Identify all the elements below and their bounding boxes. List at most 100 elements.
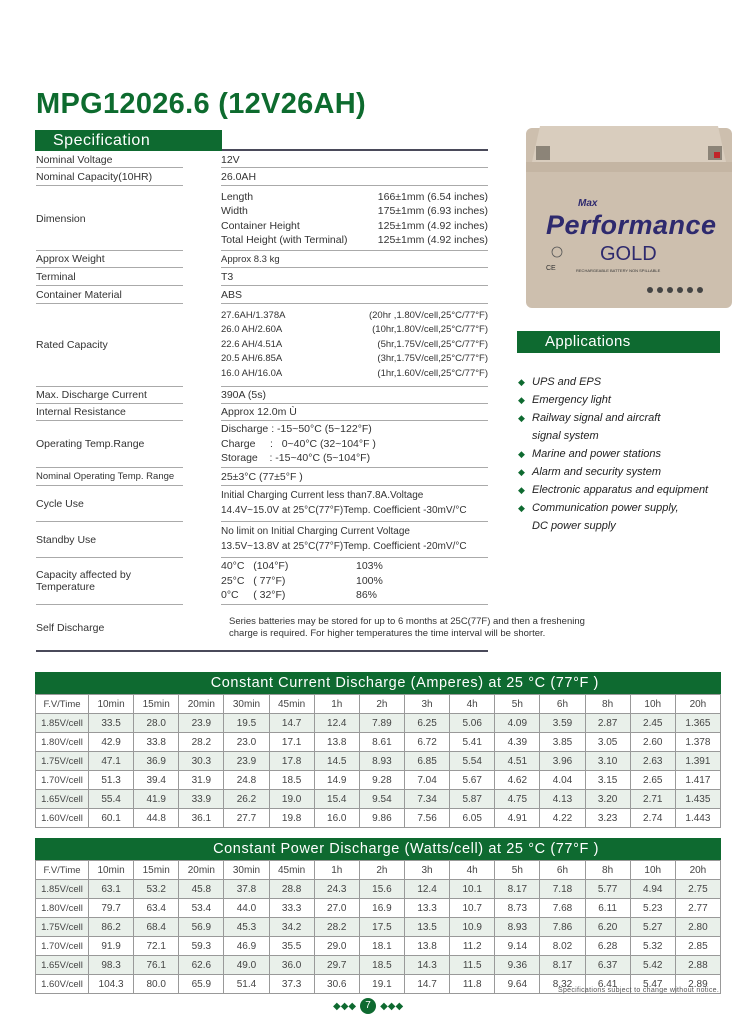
table-cell: 18.1	[358, 936, 405, 956]
table-cell: 16.0	[313, 808, 360, 828]
table-cell: 24.3	[313, 879, 360, 899]
table-cell: 9.28	[358, 770, 405, 790]
table-cell: 29.7	[313, 955, 360, 975]
application-text: DC power supply	[532, 520, 616, 532]
table-cell: 8.73	[494, 898, 541, 918]
page-title: MPG12026.6 (12V26AH)	[36, 88, 366, 120]
table-cell: 104.3	[87, 974, 135, 994]
table-cell: 1.417	[674, 770, 722, 790]
table-row: 1.75V/cell 86.2 68.4 56.9 45.3 34.2 28.2 17.5 13…	[35, 917, 722, 937]
table-cell: 28.2	[313, 917, 360, 937]
table-cell: 6.11	[584, 898, 631, 918]
table-cell: 98.3	[87, 955, 135, 975]
table-cell: 51.4	[223, 974, 270, 994]
table-cell: 7.68	[539, 898, 586, 918]
table-cell: 23.9	[223, 751, 270, 771]
application-item: ◆ UPS and EPS	[518, 373, 708, 391]
spec-label: Dimension	[36, 187, 183, 251]
table-cell: 2.88	[674, 955, 722, 975]
column-header: 10min	[87, 860, 135, 880]
spec-value: Series batteries may be stored for up to…	[229, 605, 623, 650]
table-cell: 17.1	[268, 732, 315, 752]
table-cell: 6.85	[403, 751, 451, 771]
table-cell: 13.5	[403, 917, 451, 937]
table-cell: 2.89	[674, 974, 722, 994]
table-cell: 36.0	[268, 955, 315, 975]
table-cell: 44.0	[223, 898, 270, 918]
spec-row-container: Container Material ABS	[36, 286, 488, 304]
application-item: ◆ Emergency light	[518, 391, 708, 409]
table-cell: 3.59	[539, 713, 586, 733]
spec-row-op-temp: Operating Temp.Range Discharge : -15~50°C…	[36, 421, 488, 468]
spec-label: Internal Resistance	[36, 404, 183, 421]
table-cell: 29.0	[313, 936, 360, 956]
spec-value: 27.6AH/1.378A (20hr ,1.80V/cell,25°C/77°F…	[221, 304, 488, 387]
column-header: 10min	[87, 694, 135, 714]
table-cell: 7.18	[539, 879, 586, 899]
row-label: 1.80V/cell	[35, 898, 89, 918]
row-label: 1.80V/cell	[35, 732, 89, 752]
spec-row-cap-temp: Capacity affected by Temperature 40°C (10…	[36, 558, 488, 605]
table-cell: 6.05	[449, 808, 496, 828]
table-cell: 10.1	[449, 879, 496, 899]
row-label: 1.65V/cell	[35, 955, 89, 975]
table-cell: 1.365	[674, 713, 722, 733]
table-cell: 59.3	[178, 936, 225, 956]
column-header: 4h	[449, 860, 496, 880]
spec-line-key: Container Height	[221, 219, 300, 232]
table-cell: 76.1	[133, 955, 180, 975]
table-cell: 27.7	[223, 808, 270, 828]
table-cell: 8.93	[494, 917, 541, 937]
table-cell: 2.77	[674, 898, 722, 918]
spec-value: Length 166±1mm (6.54 inches) Width 175±1mm …	[221, 187, 488, 251]
spec-line: Charge : 0~40°C (32~104°F )	[221, 437, 376, 450]
table-cell: 1.378	[674, 732, 722, 752]
spec-line: 13.5V~13.8V at 25°C(77°F)Temp. Coefficie…	[221, 540, 467, 552]
constant-current-table: Constant Current Discharge (Amperes) at …	[35, 672, 722, 828]
spec-line-value: 103%	[356, 560, 383, 573]
table-cell: 2.45	[629, 713, 676, 733]
table-cell: 2.71	[629, 789, 676, 809]
spec-row-terminal: Terminal T3	[36, 268, 488, 286]
brand-performance: Performance	[546, 210, 716, 240]
diamond-bullet-icon: ◆	[518, 377, 525, 387]
spec-label: Cycle Use	[36, 486, 183, 522]
spec-line-key: Total Height (with Terminal)	[221, 234, 348, 246]
diamond-bullet-icon: ◆	[518, 413, 525, 423]
table-cell: 31.9	[178, 770, 225, 790]
divider	[222, 149, 488, 151]
table-cell: 18.5	[358, 955, 405, 975]
table-cell: 6.28	[584, 936, 631, 956]
spec-line-value: 175±1mm (6.93 inches)	[377, 205, 488, 217]
table-cell: 33.9	[178, 789, 225, 809]
table-cell: 3.23	[584, 808, 631, 828]
table-cell: 14.9	[313, 770, 360, 790]
table-cell: 68.4	[133, 917, 180, 937]
table-cell: 12.4	[403, 879, 451, 899]
table-cell: 28.2	[178, 732, 225, 752]
table-cell: 14.3	[403, 955, 451, 975]
spec-row-rated: Rated Capacity 27.6AH/1.378A (20hr ,1.80V/…	[36, 304, 488, 387]
spec-line-value: (20hr ,1.80V/cell,25°C/77°F)	[368, 309, 488, 321]
spec-line: 0°C ( 32°F) 86%	[221, 588, 488, 603]
diamond-icon: ◆◆◆	[380, 1000, 404, 1012]
column-header: 10h	[629, 860, 676, 880]
table-cell: 39.4	[133, 770, 180, 790]
row-label: 1.70V/cell	[35, 770, 89, 790]
table-cell: 2.85	[674, 936, 722, 956]
table-cell: 13.3	[403, 898, 451, 918]
spec-label: Capacity affected by Temperature	[36, 558, 183, 605]
spec-row-standby-use: Standby Use No limit on Initial Charging …	[36, 522, 488, 558]
spec-value: Initial Charging Current less than7.8A.V…	[221, 486, 488, 522]
table-cell: 11.8	[449, 974, 496, 994]
table-cell: 4.62	[494, 770, 541, 790]
spec-line: 14.4V~15.0V at 25°C(77°F)Temp. Coefficie…	[221, 504, 467, 516]
applications-list: ◆ UPS and EPS ◆ Emergency light ◆ Railway sig…	[518, 373, 708, 535]
spec-line: Container Height 125±1mm (4.92 inches)	[221, 219, 488, 234]
table-cell: 2.60	[629, 732, 676, 752]
applications-header: Applications	[517, 331, 720, 353]
table-cell: 41.9	[133, 789, 180, 809]
table-row: 1.70V/cell 51.3 39.4 31.9 24.8 18.5 14.9 9.28 7.…	[35, 770, 722, 790]
spec-line-key: Width	[221, 205, 248, 217]
specification-header: Specification	[35, 130, 222, 151]
